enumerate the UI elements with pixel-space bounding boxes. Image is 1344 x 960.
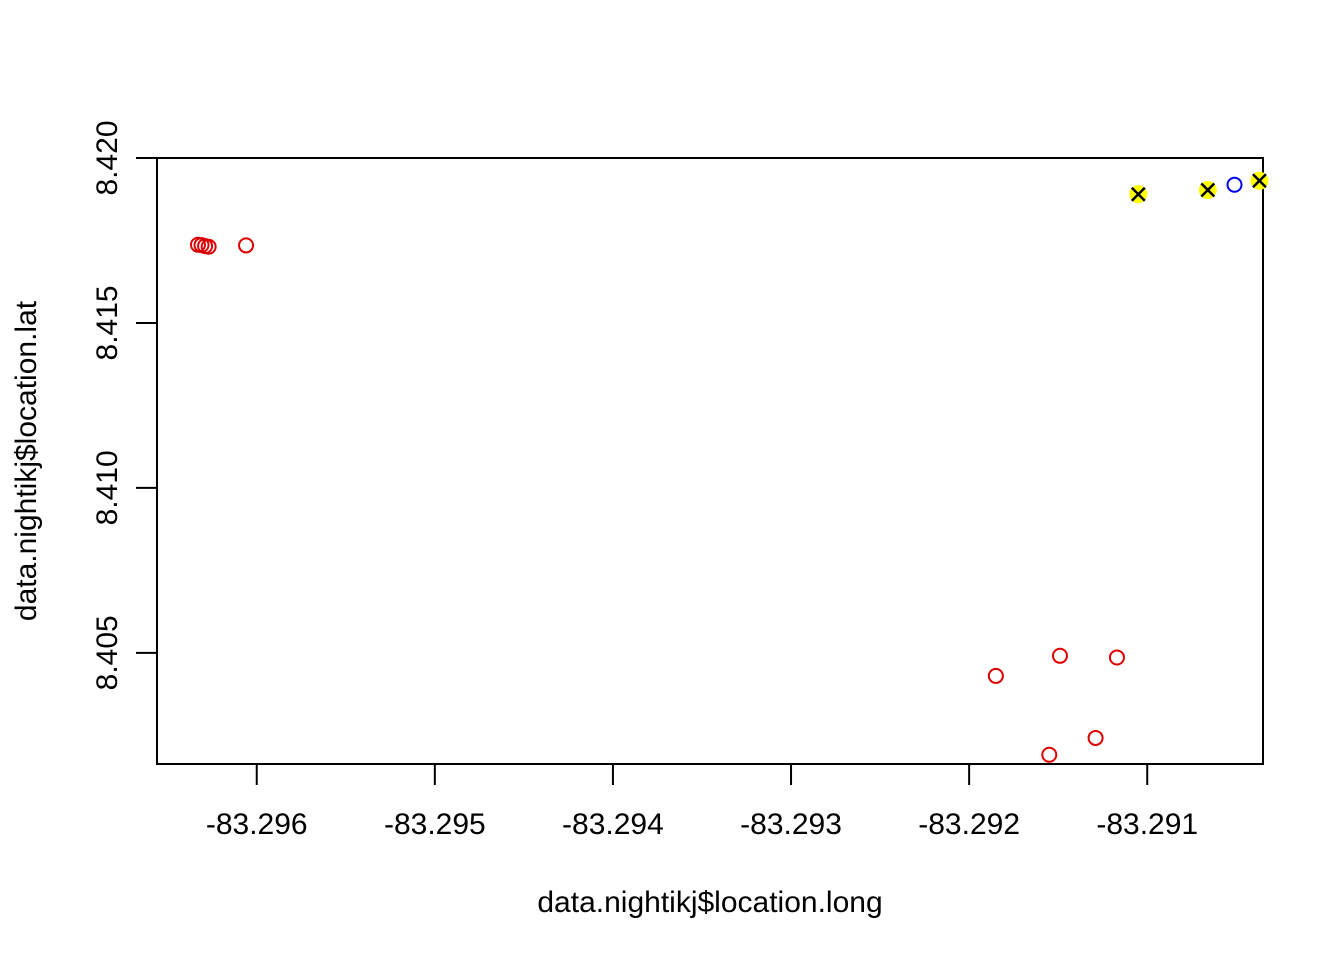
data-point (238, 237, 255, 254)
x-tick-label: -83.295 (384, 808, 486, 841)
data-point (1041, 746, 1058, 763)
y-tick-label: 8.420 (91, 120, 124, 195)
y-tick-label: 8.415 (91, 285, 124, 360)
marked-point (1129, 185, 1148, 204)
x-tick-label: -83.291 (1096, 808, 1198, 841)
data-point (1108, 649, 1125, 666)
y-axis: 8.405 8.410 8.415 8.420 (91, 120, 158, 690)
data-point (987, 667, 1004, 684)
data-point (1226, 176, 1243, 193)
x-axis-label: data.nightikj$location.long (537, 886, 882, 919)
data-points (189, 171, 1269, 763)
x-tick-label: -83.296 (206, 808, 308, 841)
y-tick-label: 8.410 (91, 450, 124, 525)
y-axis-label: data.nightikj$location.lat (10, 300, 43, 621)
data-point (200, 238, 217, 255)
marked-point (1198, 180, 1217, 199)
data-point (1051, 647, 1068, 664)
x-tick-label: -83.293 (740, 808, 842, 841)
x-tick-label: -83.292 (918, 808, 1020, 841)
y-tick-label: 8.405 (91, 615, 124, 690)
marked-point (1250, 171, 1269, 190)
x-tick-label: -83.294 (562, 808, 664, 841)
x-axis: -83.296 -83.295 -83.294 -83.293 -83.292 -83.2… (206, 763, 1198, 841)
data-point (1087, 729, 1104, 746)
